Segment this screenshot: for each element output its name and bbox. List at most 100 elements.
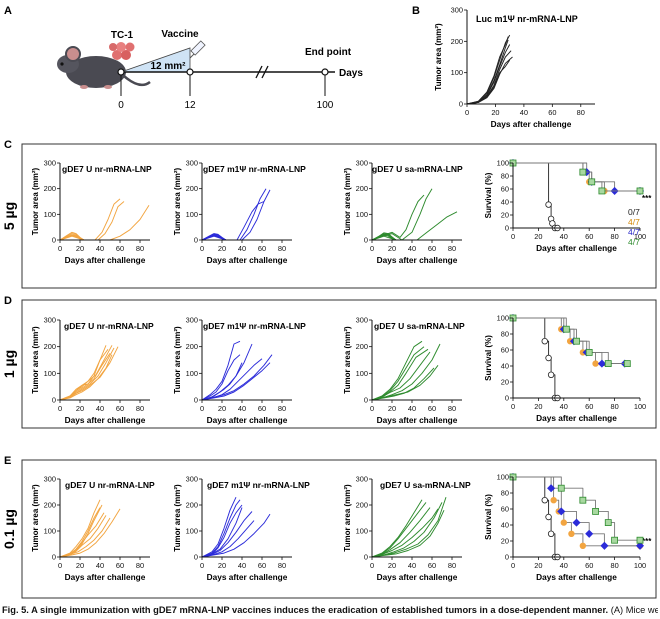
marker-e4-2-2 (547, 484, 556, 493)
series-e3-1 (371, 502, 427, 558)
series-b-4 (466, 56, 513, 105)
series-d3-6 (371, 365, 439, 401)
marker-e4-3-8 (604, 519, 612, 526)
mouse-icon (57, 46, 151, 89)
x-tick-label-c1-40: 40 (96, 244, 104, 253)
x-axis-label-d4: Days after challenge (536, 413, 617, 423)
x-tick-label-b-0: 0 (465, 108, 469, 117)
x-tick-label-e2-80: 80 (278, 561, 286, 570)
x-tick-label-e3-80: 80 (448, 561, 456, 570)
y-tick-label-e2-200: 200 (186, 501, 198, 510)
series-d1-2 (59, 353, 111, 401)
y-tick-label-b-0: 0 (459, 100, 463, 109)
x-axis-label-e3: Days after challenge (377, 572, 458, 582)
y-tick-label-e4-40: 40 (501, 521, 509, 530)
x-tick-label-c4-100: 100 (634, 232, 646, 241)
tick-0: 0 (118, 100, 124, 111)
x-tick-label-d4-60: 60 (585, 402, 593, 411)
x-tick-label-d1-0: 0 (58, 404, 62, 413)
y-tick-label-c1-100: 100 (44, 210, 56, 219)
y-tick-label-c4-20: 20 (501, 211, 509, 220)
x-tick-label-b-20: 20 (491, 108, 499, 117)
chart-d2: 0 100 200 300 0 20 40 60 80 Days after challenge T… (173, 316, 292, 425)
series-e4-1 (513, 476, 640, 547)
title-d2: gDE7 m1Ψ nr-mRNA-LNP (203, 321, 306, 331)
series-c4-1 (513, 162, 640, 192)
panel-label-c: C (4, 139, 12, 151)
syringe-icon (189, 40, 206, 59)
x-tick-label-e2-60: 60 (258, 561, 266, 570)
y-tick-label-d4-40: 40 (501, 362, 509, 371)
y-tick-label-c2-300: 300 (186, 159, 198, 168)
x-tick-label-e2-0: 0 (200, 561, 204, 570)
y-tick-label-e2-100: 100 (186, 527, 198, 536)
marker-e4-1-8 (568, 530, 575, 537)
x-tick-label-d2-80: 80 (278, 404, 286, 413)
caption-bold: Fig. 5. A single immunization with gDE7 … (2, 605, 609, 615)
marker-e4-1-2 (550, 497, 557, 504)
x-tick-label-d1-80: 80 (136, 404, 144, 413)
y-tick-label-c4-80: 80 (501, 172, 509, 181)
marker-c4-3-7 (636, 187, 644, 195)
x-tick-label-d3-80: 80 (448, 404, 456, 413)
chart-d1: 0 100 200 300 0 20 40 60 80 Days after challenge T… (31, 316, 150, 425)
y-tick-label-c4-100: 100 (497, 159, 509, 168)
x-tick-label-d3-60: 60 (428, 404, 436, 413)
series-d4-3 (513, 317, 628, 365)
x-tick-label-e1-20: 20 (76, 561, 84, 570)
series-c2-6 (201, 189, 271, 241)
x-tick-label-d4-0: 0 (511, 402, 515, 411)
x-tick-label-e1-80: 80 (136, 561, 144, 570)
x-tick-label-e4-100: 100 (634, 561, 646, 570)
chart-e1: 0 100 200 300 0 20 40 60 80 Days after challenge T… (31, 475, 150, 582)
x-tick-label-d2-40: 40 (238, 404, 246, 413)
y-tick-label-d1-200: 200 (44, 342, 56, 351)
figure-caption: Fig. 5. A single immunization with gDE7 … (2, 604, 658, 616)
x-tick-label-e3-0: 0 (370, 561, 374, 570)
x-axis-label-d1: Days after challenge (65, 415, 146, 425)
y-axis-label-d1: Tumor area (mm²) (31, 326, 40, 394)
x-axis-label-d2: Days after challenge (207, 415, 288, 425)
panel-a: A TC-1 Vaccine 12 mm² (4, 5, 363, 111)
axis-break (255, 65, 263, 79)
series-c3-6 (371, 211, 458, 241)
y-tick-label-d3-200: 200 (356, 342, 368, 351)
marker-e4-3-4 (579, 496, 587, 504)
x-axis-label-e4: Days after challenge (536, 572, 617, 582)
y-tick-label-c4-0: 0 (505, 224, 509, 233)
panel-label-d: D (4, 295, 12, 307)
series-e4-2 (513, 476, 640, 547)
x-tick-label-e4-20: 20 (534, 561, 542, 570)
title-c3: gDE7 U sa-mRNA-LNP (372, 164, 463, 174)
marker-e4-0-6 (547, 530, 555, 537)
x-axis-label-c4: Days after challenge (536, 243, 617, 253)
y-axis-label-d4: Survival (%) (484, 335, 493, 381)
marker-e4-2-10 (600, 541, 609, 550)
x-tick-label-d2-0: 0 (200, 404, 204, 413)
title-d3: gDE7 U sa-mRNA-LNP (374, 321, 465, 331)
y-tick-label-e4-60: 60 (501, 505, 509, 514)
y-tick-label-d1-0: 0 (52, 396, 56, 405)
marker-e4-1-10 (579, 542, 587, 549)
series-d2-1 (201, 354, 241, 401)
chart-d4: 0 20 40 60 80 100 0 20 40 60 80 100 Days after chall… (484, 314, 646, 424)
x-tick-label-c3-20: 20 (388, 244, 396, 253)
panel-b-title: Luc m1Ψ nr-mRNA-LNP (476, 14, 578, 24)
x-axis-label-c2: Days after challenge (207, 255, 288, 265)
x-tick-label-b-60: 60 (548, 108, 556, 117)
y-tick-label-e3-200: 200 (356, 501, 368, 510)
x-tick-label-e4-60: 60 (585, 561, 593, 570)
x-tick-label-c2-0: 0 (200, 244, 204, 253)
legend-control: 0/7 (628, 207, 640, 217)
series-b-2 (466, 50, 512, 105)
y-tick-label-c4-40: 40 (501, 198, 509, 207)
y-axis-label-c4: Survival (%) (484, 172, 493, 218)
series-e1-3 (59, 512, 105, 558)
chart-d3: 0 100 200 300 0 20 40 60 80 Days after challenge T… (343, 316, 462, 425)
series-e1-1 (59, 507, 101, 558)
x-tick-label-e1-40: 40 (96, 561, 104, 570)
series-e2-1 (201, 499, 241, 558)
y-tick-label-c4-60: 60 (501, 185, 509, 194)
y-axis-label-c2: Tumor area (mm²) (173, 167, 182, 235)
